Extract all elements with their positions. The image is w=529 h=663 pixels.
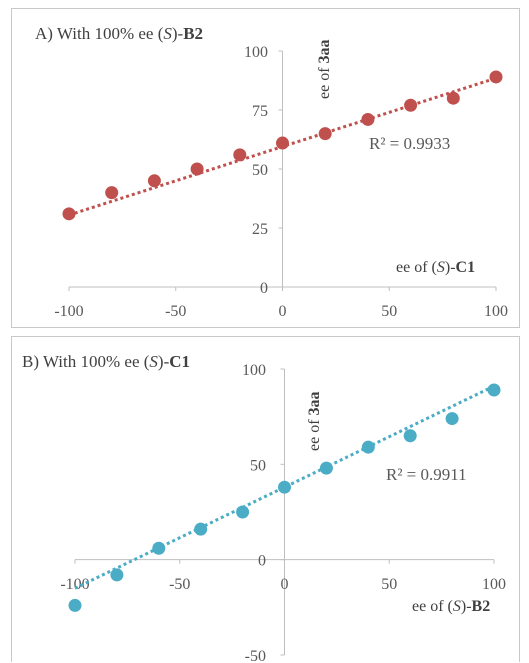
x-tick-label: 0 <box>281 576 289 593</box>
r-squared-label: R² = 0.9933 <box>369 134 450 153</box>
x-tick-label: -50 <box>169 576 190 593</box>
data-point <box>278 480 291 494</box>
y-axis-label: ee of 3aa <box>306 391 323 451</box>
y-axis-label: ee of 3aa <box>316 39 333 99</box>
y-tick-label: 100 <box>244 44 268 61</box>
x-tick-label: -50 <box>165 303 186 320</box>
y-tick-label: 50 <box>250 457 266 474</box>
y-tick-label: 75 <box>252 103 268 120</box>
data-point <box>105 186 119 200</box>
data-point <box>404 98 418 112</box>
data-point <box>147 174 161 188</box>
y-tick-label: 100 <box>242 362 266 379</box>
x-tick-label: 50 <box>381 303 397 320</box>
x-tick-label: 0 <box>279 303 287 320</box>
data-point <box>233 148 247 162</box>
x-tick-label: 50 <box>381 576 397 593</box>
scatter-chart-b: B) With 100% ee (S)-C1 -100 -50 0 50 100 -50 0 5… <box>22 352 506 663</box>
chart-title: B) With 100% ee (S)-C1 <box>22 352 190 371</box>
chart-panel-b: B) With 100% ee (S)-C1 -100 -50 0 50 100 -50 0 5… <box>11 336 520 663</box>
data-point <box>487 383 501 397</box>
data-point <box>68 598 82 612</box>
x-tick-label: 100 <box>484 303 508 320</box>
data-point <box>276 136 289 150</box>
data-point <box>194 522 208 536</box>
data-point <box>236 505 250 519</box>
data-point <box>110 568 124 582</box>
x-tick-label: 100 <box>482 576 506 593</box>
chart-panel-a: A) With 100% ee (S)-B2 -100 -50 0 50 100 0 25 50… <box>11 8 520 328</box>
x-tick-label: -100 <box>60 576 89 593</box>
data-point <box>403 429 417 443</box>
data-point <box>152 541 166 555</box>
data-point <box>190 162 204 176</box>
y-tick-label: 50 <box>252 162 268 179</box>
y-tick-label: -50 <box>245 648 266 663</box>
data-point <box>62 207 76 221</box>
data-point <box>446 91 460 105</box>
scatter-chart-a: A) With 100% ee (S)-B2 -100 -50 0 50 100 0 25 50… <box>35 24 508 320</box>
r-squared-label: R² = 0.9911 <box>386 465 467 484</box>
data-point <box>319 461 333 475</box>
data-point <box>445 412 459 426</box>
data-point <box>361 112 375 126</box>
y-tick-label: 0 <box>258 553 266 570</box>
data-point <box>489 70 503 84</box>
chart-title: A) With 100% ee (S)-B2 <box>35 24 203 43</box>
x-tick-label: -100 <box>54 303 83 320</box>
data-point <box>361 440 375 454</box>
data-point <box>318 127 332 141</box>
x-axis-label: ee of (S)-C1 <box>396 259 475 276</box>
y-tick-label: 0 <box>260 280 268 297</box>
x-axis-label: ee of (S)-B2 <box>412 598 490 615</box>
y-tick-label: 25 <box>252 221 268 238</box>
